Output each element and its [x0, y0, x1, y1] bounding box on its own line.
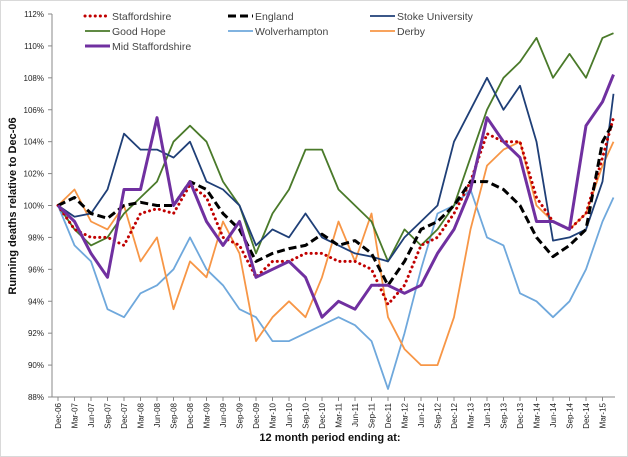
y-tick-label: 90%	[28, 361, 44, 370]
x-tick-label: Mar-08	[137, 402, 146, 428]
x-tick-label: Mar-15	[599, 402, 608, 428]
legend-label: Derby	[397, 26, 426, 38]
x-tick-label: Mar-11	[335, 402, 344, 427]
x-tick-label: Mar-09	[203, 402, 212, 428]
x-tick-label: Jun-10	[285, 402, 294, 427]
legend-item: Derby	[370, 26, 426, 38]
x-tick-label: Dec-09	[252, 402, 261, 428]
legend-item: Staffordshire	[83, 11, 171, 23]
y-tick-label: 94%	[28, 297, 44, 306]
x-tick-label: Dec-06	[54, 402, 63, 428]
legend-item: Mid Staffordshire	[85, 41, 191, 53]
legend-item: Wolverhampton	[228, 26, 329, 38]
y-tick-label: 88%	[28, 393, 44, 402]
y-tick-label: 110%	[24, 42, 44, 51]
y-tick-label: 106%	[24, 106, 44, 115]
y-tick-label: 98%	[28, 233, 44, 242]
x-tick-label: Dec-12	[450, 402, 459, 428]
axes: 88% 90% 92% 94% 96% 98% 100% 102% 104% 106% 108% 11…	[24, 10, 615, 429]
x-tick-label: Sep-11	[368, 402, 377, 428]
series-lines	[56, 32, 615, 390]
y-tick-label: 108%	[24, 74, 44, 83]
series-line-england	[57, 121, 615, 287]
legend-item: Stoke University	[370, 11, 474, 23]
x-tick-label: Jun-08	[153, 402, 162, 427]
series-line-good-hope	[57, 32, 614, 263]
y-tick-label: 92%	[28, 329, 44, 338]
legend-label: Wolverhampton	[255, 26, 329, 38]
series-line-staffordshire	[56, 116, 615, 306]
legend-label: Stoke University	[397, 11, 474, 23]
x-tick-label: Sep-12	[434, 402, 443, 428]
x-tick-label: Jun-11	[351, 402, 360, 426]
y-tick-label: 100%	[24, 202, 44, 211]
x-tick-label: Dec-11	[384, 402, 393, 428]
legend-item: Good Hope	[85, 26, 166, 38]
legend-label: England	[255, 11, 294, 23]
x-tick-label: Dec-07	[120, 402, 129, 428]
legend-label: Staffordshire	[112, 11, 171, 23]
legend: Staffordshire England Stoke University Good…	[83, 11, 474, 53]
legend-item: England	[228, 11, 294, 23]
x-tick-label: Jun-07	[87, 402, 96, 427]
y-tick-label: 96%	[28, 265, 44, 274]
x-tick-label: Sep-09	[236, 402, 245, 428]
series-line-mid-staffordshire	[56, 74, 615, 319]
x-tick-label: Sep-14	[566, 402, 575, 428]
x-tick-label: Jun-12	[417, 402, 426, 427]
x-tick-label: Sep-13	[500, 402, 509, 428]
x-tick-label: Dec-13	[516, 402, 525, 428]
x-tick-label: Mar-13	[467, 402, 476, 428]
series-line-wolverhampton	[57, 188, 615, 390]
y-tick-label: 102%	[24, 170, 44, 179]
legend-label: Mid Staffordshire	[112, 41, 191, 53]
x-tick-label: Jun-09	[219, 402, 228, 427]
y-axis-title: Running deaths relative to Dec-06	[7, 117, 19, 294]
x-tick-label: Dec-10	[318, 402, 327, 428]
y-tick-label: 104%	[24, 138, 44, 147]
x-tick-label: Dec-08	[186, 402, 195, 428]
x-tick-label: Mar-10	[269, 402, 278, 428]
y-tick-label: 112%	[24, 10, 44, 19]
x-tick-label: Mar-12	[401, 402, 410, 428]
x-tick-label: Sep-07	[104, 402, 113, 428]
x-axis-title: 12 month period ending at:	[259, 432, 400, 444]
x-tick-label: Mar-07	[71, 402, 80, 428]
x-tick-label: Jun-14	[549, 402, 558, 427]
x-tick-label: Mar-14	[533, 402, 542, 428]
x-tick-label: Sep-10	[302, 402, 311, 428]
x-tick-label: Sep-08	[170, 402, 179, 428]
legend-label: Good Hope	[112, 26, 166, 38]
series-line-stoke-university	[57, 76, 615, 263]
x-tick-label: Jun-13	[483, 402, 492, 427]
x-tick-label: Dec-14	[582, 402, 591, 428]
